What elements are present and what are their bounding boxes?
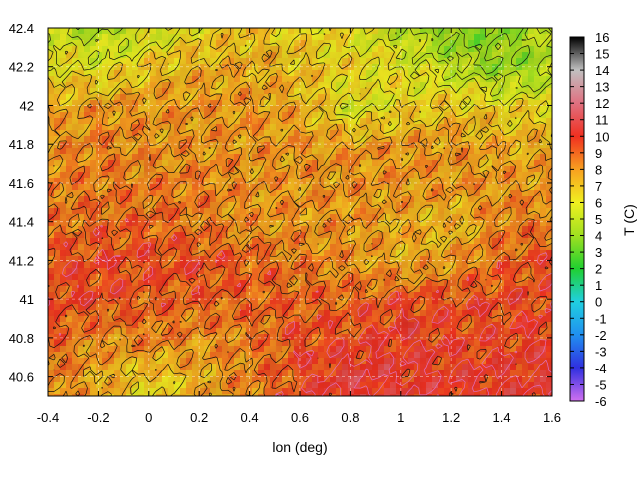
y-tick-label: 41.6	[9, 176, 34, 191]
x-tick-label: -0.2	[87, 410, 109, 425]
contour-4	[75, 28, 552, 75]
contour-lines	[48, 28, 552, 396]
x-tick-label: 0.8	[341, 410, 359, 425]
colorbar-tick-label: 13	[595, 80, 609, 95]
colorbar-tick-label: 16	[595, 30, 609, 45]
contour-7	[48, 28, 552, 396]
x-tick-label: 0.6	[291, 410, 309, 425]
colorbar-tick-label: 5	[595, 212, 602, 227]
x-tick-label: 0.2	[190, 410, 208, 425]
colorbar-tick-label: -3	[595, 344, 607, 359]
colorbar-tick-label: 7	[595, 179, 602, 194]
x-tick-label: 1.4	[493, 410, 511, 425]
colorbar-label: T (C)	[621, 204, 637, 236]
colorbar-tick-label: -4	[595, 361, 607, 376]
y-tick-label: 42	[20, 98, 34, 113]
colorbar-tick-label: 6	[595, 195, 602, 210]
colorbar-tick-label: 10	[595, 129, 609, 144]
colorbar-tick-label: 8	[595, 162, 602, 177]
y-tick-label: 41	[20, 292, 34, 307]
colorbar-tick-label: 2	[595, 262, 602, 277]
y-axis-ticks: 40.6 40.8 41 41.2 41.4 41.6 41.8 42 42.2 42.4	[9, 21, 552, 385]
colorbar-tick-label: 14	[595, 63, 609, 78]
colorbar-tick-label: -5	[595, 377, 607, 392]
y-tick-label: 41.2	[9, 253, 34, 268]
y-tick-label: 41.4	[9, 215, 34, 230]
colorbar-tick-label: 0	[595, 295, 602, 310]
x-axis-ticks: -0.4 -0.2 0 0.2 0.4 0.6 0.8 1 1.2 1.4 1.6	[37, 28, 561, 425]
x-tick-label: 0	[145, 410, 152, 425]
x-tick-label: -0.4	[37, 410, 59, 425]
colorbar-tick-label: 1	[595, 278, 602, 293]
y-tick-label: 40.8	[9, 331, 34, 346]
x-tick-label: 1.6	[543, 410, 561, 425]
x-tick-label: 0.4	[241, 410, 259, 425]
colorbar-tick-label: -2	[595, 328, 607, 343]
contour-9	[48, 91, 552, 396]
y-tick-label: 41.8	[9, 137, 34, 152]
colorbar-tick-label: 11	[595, 113, 609, 128]
colorbar-tick-label: -6	[595, 394, 607, 409]
colorbar-tick-label: 4	[595, 229, 602, 244]
y-tick-label: 42.2	[9, 60, 34, 75]
colorbar-tick-label: 9	[595, 146, 602, 161]
y-tick-label: 40.6	[9, 370, 34, 385]
x-tick-label: 1	[397, 410, 404, 425]
colorbar-tick-label: 12	[595, 96, 609, 111]
colorbar-tick-label: -1	[595, 311, 607, 326]
x-tick-label: 1.2	[442, 410, 460, 425]
colorbar-tick-label: 3	[595, 245, 602, 260]
x-axis-label: lon (deg)	[272, 439, 327, 455]
colorbar-tick-label: 15	[595, 47, 609, 62]
y-tick-label: 42.4	[9, 21, 34, 36]
contour-8	[48, 32, 552, 396]
